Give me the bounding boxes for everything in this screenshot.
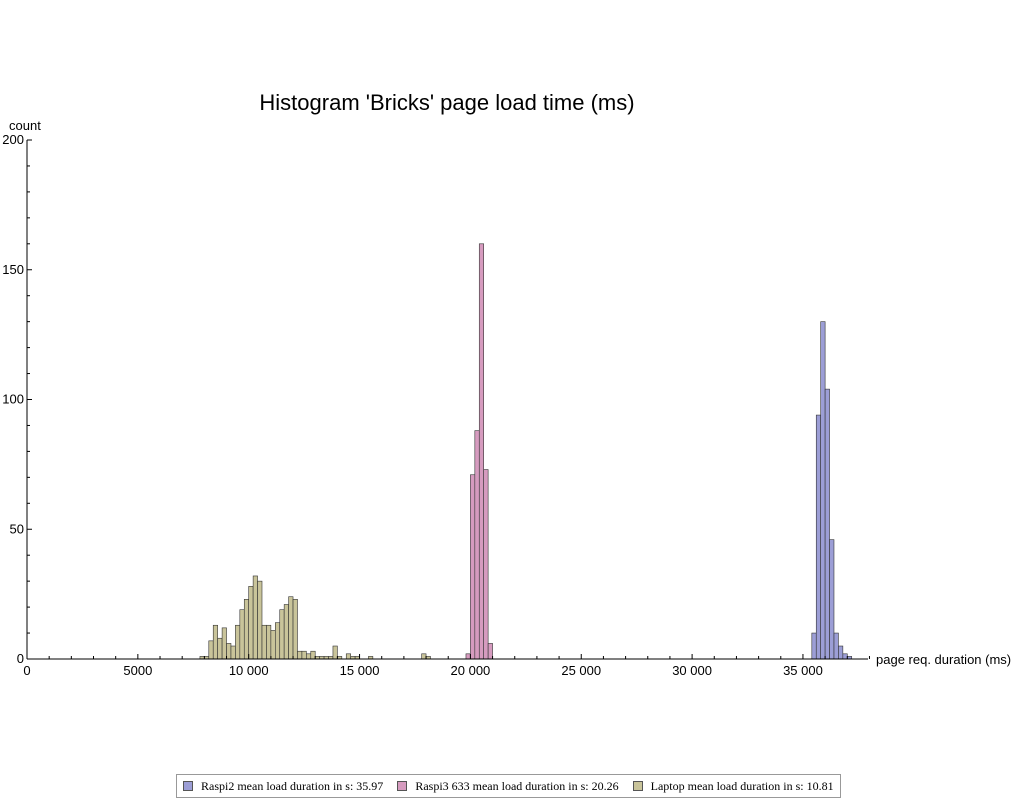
- x-tick-label: 30 000: [672, 663, 712, 678]
- bar-raspi2: [815, 414, 821, 660]
- x-tick-label: 35 000: [783, 663, 823, 678]
- bar-raspi3: [465, 653, 471, 660]
- legend-swatch-laptop: [632, 781, 643, 791]
- bar-laptop: [288, 596, 294, 660]
- bar-raspi2: [820, 321, 826, 660]
- bar-raspi3: [474, 430, 480, 660]
- legend-swatch-raspi3: [397, 781, 408, 791]
- bar-raspi2: [829, 539, 835, 660]
- bars-layer: [199, 243, 853, 660]
- x-tick-label: 5000: [123, 663, 152, 678]
- bar-laptop: [266, 624, 272, 660]
- x-axis-label: page req. duration (ms): [876, 652, 1011, 667]
- legend-label-raspi2: Raspi2 mean load duration in s: 35.97: [201, 778, 384, 793]
- legend-swatch-raspi2: [183, 781, 193, 791]
- bar-laptop: [292, 599, 298, 660]
- bar-laptop: [217, 637, 223, 660]
- y-axis-label: count: [9, 118, 41, 133]
- bar-raspi3: [487, 643, 493, 660]
- bar-laptop: [235, 624, 241, 660]
- x-tick-label: 20 000: [451, 663, 491, 678]
- bar-raspi2: [824, 388, 830, 660]
- bar-laptop: [252, 575, 258, 660]
- bar-laptop: [301, 650, 307, 660]
- legend-item-laptop: Laptop mean load duration in s: 10.81: [632, 778, 834, 794]
- bar-laptop: [226, 643, 232, 660]
- y-tick-label: 150: [2, 262, 24, 277]
- x-tick-label: 10 000: [229, 663, 269, 678]
- bar-raspi3: [470, 474, 476, 660]
- bar-raspi2: [842, 653, 848, 660]
- bar-laptop: [230, 645, 236, 660]
- bar-laptop: [310, 650, 316, 660]
- bar-laptop: [283, 604, 289, 660]
- bar-laptop: [208, 640, 214, 660]
- bar-laptop: [212, 624, 218, 660]
- bar-laptop: [221, 627, 227, 660]
- y-tick-label: 0: [17, 651, 24, 666]
- legend-item-raspi2: Raspi2 mean load duration in s: 35.97: [183, 779, 383, 794]
- axes-layer: 0 5000 10 000 15 000 20 000 25 000 30 000 35 00…: [2, 132, 870, 678]
- y-tick-label: 200: [2, 132, 24, 147]
- bar-laptop: [274, 622, 281, 660]
- y-tick-label: 100: [2, 392, 24, 407]
- bar-raspi2: [833, 632, 839, 660]
- bar-laptop: [257, 580, 263, 660]
- bar-raspi3: [483, 469, 489, 660]
- bar-raspi2: [838, 645, 844, 660]
- bar-raspi3: [478, 243, 484, 660]
- bar-laptop: [279, 609, 285, 660]
- bar-laptop: [297, 650, 303, 660]
- bar-raspi2: [811, 632, 817, 660]
- legend-item-raspi3: Raspi3 633 mean load duration in s: 20.2…: [397, 778, 619, 794]
- x-tick-label: 0: [23, 663, 30, 678]
- x-tick-label: 15 000: [340, 663, 380, 678]
- x-tick-label: 25 000: [561, 663, 601, 678]
- bar-laptop: [345, 653, 351, 660]
- bar-laptop: [261, 624, 267, 660]
- bar-laptop: [239, 609, 245, 660]
- bar-laptop: [248, 586, 254, 660]
- bar-laptop: [306, 653, 312, 660]
- chart-legend: Raspi2 mean load duration in s: 35.97 Ra…: [176, 774, 841, 798]
- bar-laptop: [243, 599, 250, 660]
- legend-label-raspi3: Raspi3 633 mean load duration in s: 20.2…: [415, 778, 619, 793]
- bar-laptop: [270, 630, 276, 660]
- y-tick-label: 50: [10, 521, 24, 536]
- bar-laptop: [332, 645, 338, 660]
- legend-label-laptop: Laptop mean load duration in s: 10.81: [650, 778, 834, 793]
- chart-title: Histogram 'Bricks' page load time (ms): [259, 90, 634, 115]
- bar-laptop: [421, 653, 427, 660]
